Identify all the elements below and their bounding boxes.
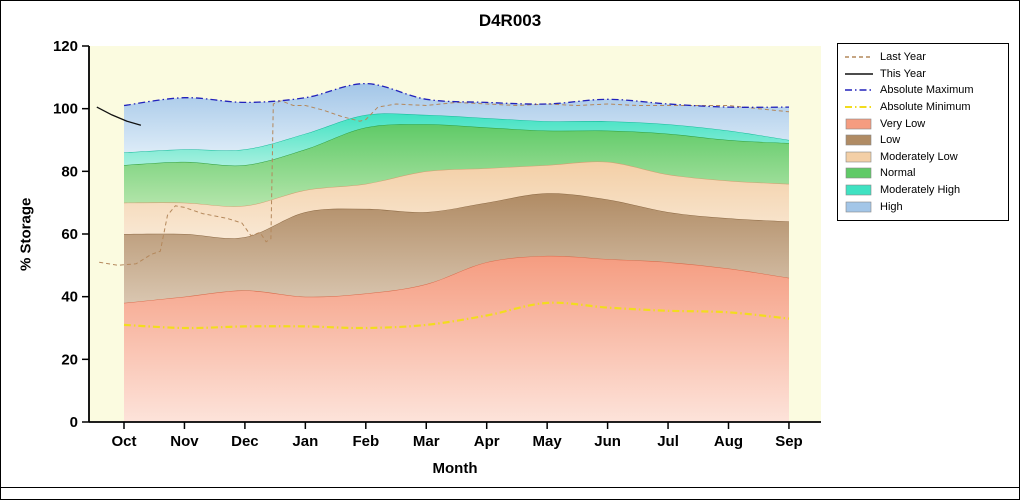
legend-label: Moderately Low (880, 150, 958, 163)
y-tick-label: 20 (61, 351, 78, 368)
legend-fill-swatch (845, 151, 872, 163)
line-absolute-minimum (123, 301, 790, 330)
band-moderately-low (124, 161, 789, 239)
x-tick-label: Apr (474, 433, 500, 450)
band-very-low (124, 255, 789, 422)
legend-fill-swatch (845, 168, 872, 179)
series-lines (96, 82, 790, 330)
y-tick-label: 100 (53, 101, 78, 118)
legend-fill-swatch (845, 118, 872, 129)
x-tick-label: Oct (111, 433, 136, 450)
legend-label: This Year (880, 67, 926, 80)
legend-label: Moderately High (880, 184, 961, 197)
axes: 0 20 40 60 80 100 120 Oct Nov Dec Jan Feb Mar Apr May J… (53, 38, 821, 450)
legend-fill-swatch (845, 134, 872, 146)
legend-line-swatch (845, 56, 873, 59)
band-edge-very-low (123, 255, 790, 304)
x-tick-label: Aug (714, 433, 743, 450)
y-tick-label: 120 (53, 38, 78, 55)
x-tick-label: Jun (594, 433, 621, 450)
legend-box: Last Year This Year Absolute Maximum Absolu… (837, 43, 1009, 221)
x-tick-label: Feb (352, 433, 379, 450)
zone-bands (123, 83, 790, 422)
band-low (124, 193, 789, 303)
x-tick-label: Sep (775, 433, 803, 450)
legend-item-normal: Normal (844, 165, 1002, 182)
x-tick-label: Nov (170, 433, 199, 450)
y-tick-label: 80 (61, 163, 78, 180)
y-tick-label: 40 (61, 289, 78, 306)
legend-item-moderately-low: Moderately Low (844, 149, 1002, 166)
legend-item-this-year: This Year (844, 66, 1002, 83)
legend-item-absolute-minimum: Absolute Minimum (844, 99, 1002, 116)
legend-item-absolute-maximum: Absolute Maximum (844, 82, 1002, 99)
legend-label: Last Year (880, 51, 926, 64)
line-absolute-maximum (123, 82, 790, 108)
panel-bottom-divider (1, 487, 1019, 488)
x-tick-label: Mar (413, 433, 440, 450)
legend-item-high: High (844, 198, 1002, 215)
legend-label: High (880, 200, 903, 213)
legend-label: Absolute Minimum (880, 101, 971, 114)
legend-line-swatch (845, 106, 873, 109)
x-axis-label: Month (432, 460, 478, 477)
x-tick-label: Jan (292, 433, 318, 450)
legend-item-low: Low (844, 132, 1002, 149)
legend-fill-swatch (845, 201, 872, 212)
x-tick-label: Dec (231, 433, 259, 450)
band-high (124, 83, 789, 153)
legend-line-swatch (845, 73, 873, 75)
legend-line-swatch (845, 89, 873, 92)
band-moderately-high (124, 113, 789, 166)
legend-label: Low (880, 134, 901, 147)
legend-label: Very Low (880, 117, 926, 130)
legend-item-very-low: Very Low (844, 115, 1002, 132)
y-axis-label: % Storage (17, 197, 35, 271)
legend-item-last-year: Last Year (844, 49, 1002, 66)
line-last-year (99, 100, 790, 266)
legend-item-moderately-high: Moderately High (844, 182, 1002, 199)
storage-zone-chart: 0 20 40 60 80 100 120 Oct Nov Dec Jan Feb Mar Apr May J… (53, 38, 821, 450)
legend-label: Absolute Maximum (880, 84, 974, 97)
y-tick-label: 0 (70, 414, 78, 431)
legend-label: Normal (880, 167, 916, 180)
legend-fill-swatch (845, 184, 872, 196)
line-this-year (96, 106, 142, 126)
y-tick-label: 60 (61, 226, 78, 243)
x-tick-label: Jul (657, 433, 679, 450)
band-normal (124, 124, 789, 207)
x-tick-label: May (533, 433, 563, 450)
chart-title: D4R003 (478, 11, 542, 30)
